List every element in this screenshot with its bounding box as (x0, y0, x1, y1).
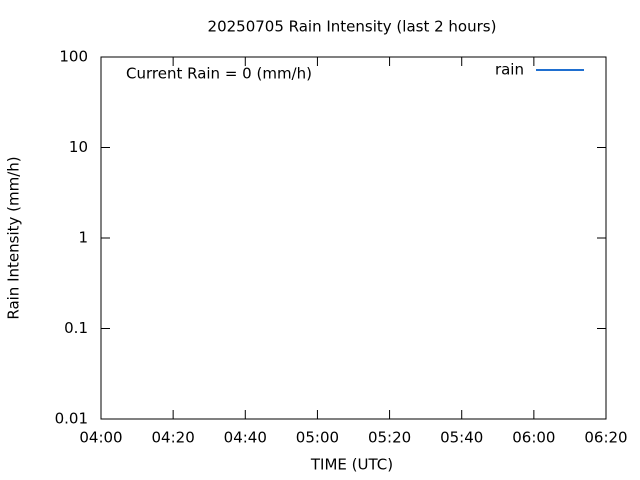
x-tick-label: 06:00 (512, 429, 555, 447)
chart-title: 20250705 Rain Intensity (last 2 hours) (208, 18, 497, 36)
x-tick-label: 04:20 (152, 429, 195, 447)
legend-label: rain (495, 61, 524, 79)
x-tick-label: 05:20 (368, 429, 411, 447)
y-tick-label: 10 (69, 138, 88, 156)
y-tick-label: 0.1 (64, 319, 88, 337)
x-tick-label: 06:20 (584, 429, 627, 447)
y-tick-label: 100 (59, 48, 88, 66)
annotation: Current Rain = 0 (mm/h) (126, 65, 312, 83)
x-tick-label: 05:40 (440, 429, 483, 447)
x-tick-label: 04:40 (224, 429, 267, 447)
x-tick-label: 05:00 (296, 429, 339, 447)
y-tick-label: 1 (78, 229, 88, 247)
y-axis-label: Rain Intensity (mm/h) (5, 156, 23, 319)
x-axis-label: TIME (UTC) (310, 456, 393, 474)
x-tick-label: 04:00 (79, 429, 122, 447)
y-tick-label: 0.01 (55, 410, 88, 428)
